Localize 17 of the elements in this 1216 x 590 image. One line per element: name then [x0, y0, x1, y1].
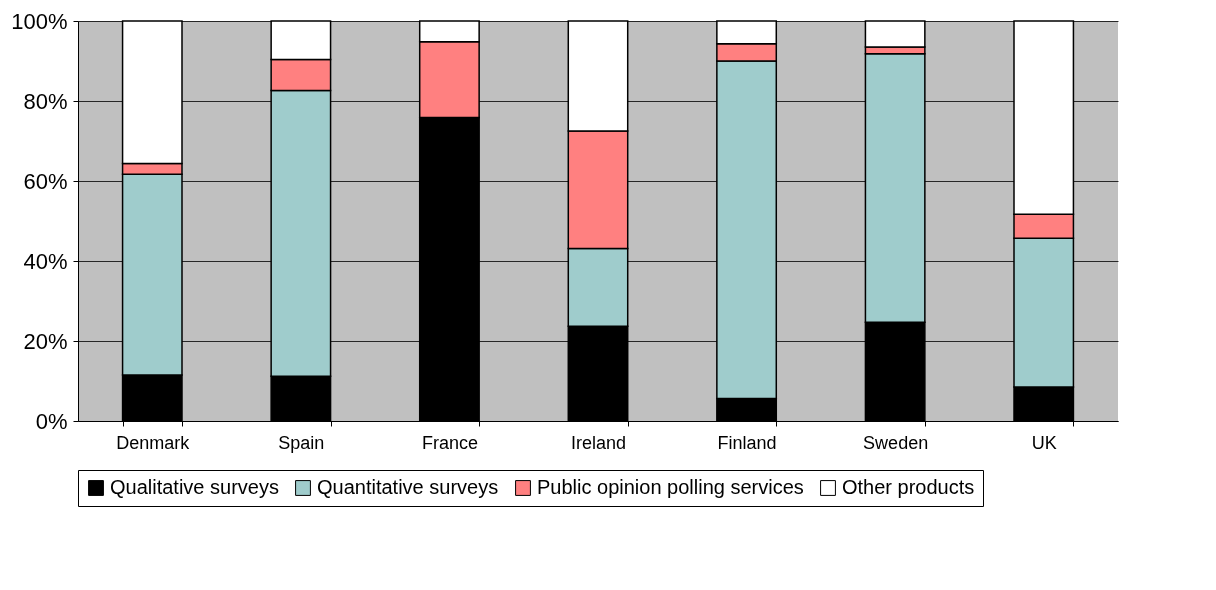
legend-label: Public opinion polling services — [537, 476, 804, 498]
x-tick-label: UK — [1031, 432, 1057, 453]
x-tick-label: Denmark — [116, 432, 191, 453]
y-tick-label: 60% — [23, 168, 68, 194]
legend-label: Qualitative surveys — [110, 476, 279, 498]
x-tick-label: Spain — [278, 432, 325, 453]
y-tick-label: 40% — [23, 248, 68, 274]
x-tick-label: Ireland — [570, 432, 627, 453]
y-tick-label: 80% — [23, 88, 68, 114]
y-tick-label: 0% — [35, 408, 68, 434]
y-tick-label: 20% — [23, 328, 68, 354]
x-tick-label: Finland — [717, 432, 777, 453]
x-tick-label: France — [421, 432, 478, 453]
legend-label: Quantitative surveys — [317, 476, 499, 498]
legend-label: Other products — [842, 476, 975, 498]
x-tick-label: Sweden — [863, 432, 929, 453]
y-tick-label: 100% — [11, 8, 68, 34]
